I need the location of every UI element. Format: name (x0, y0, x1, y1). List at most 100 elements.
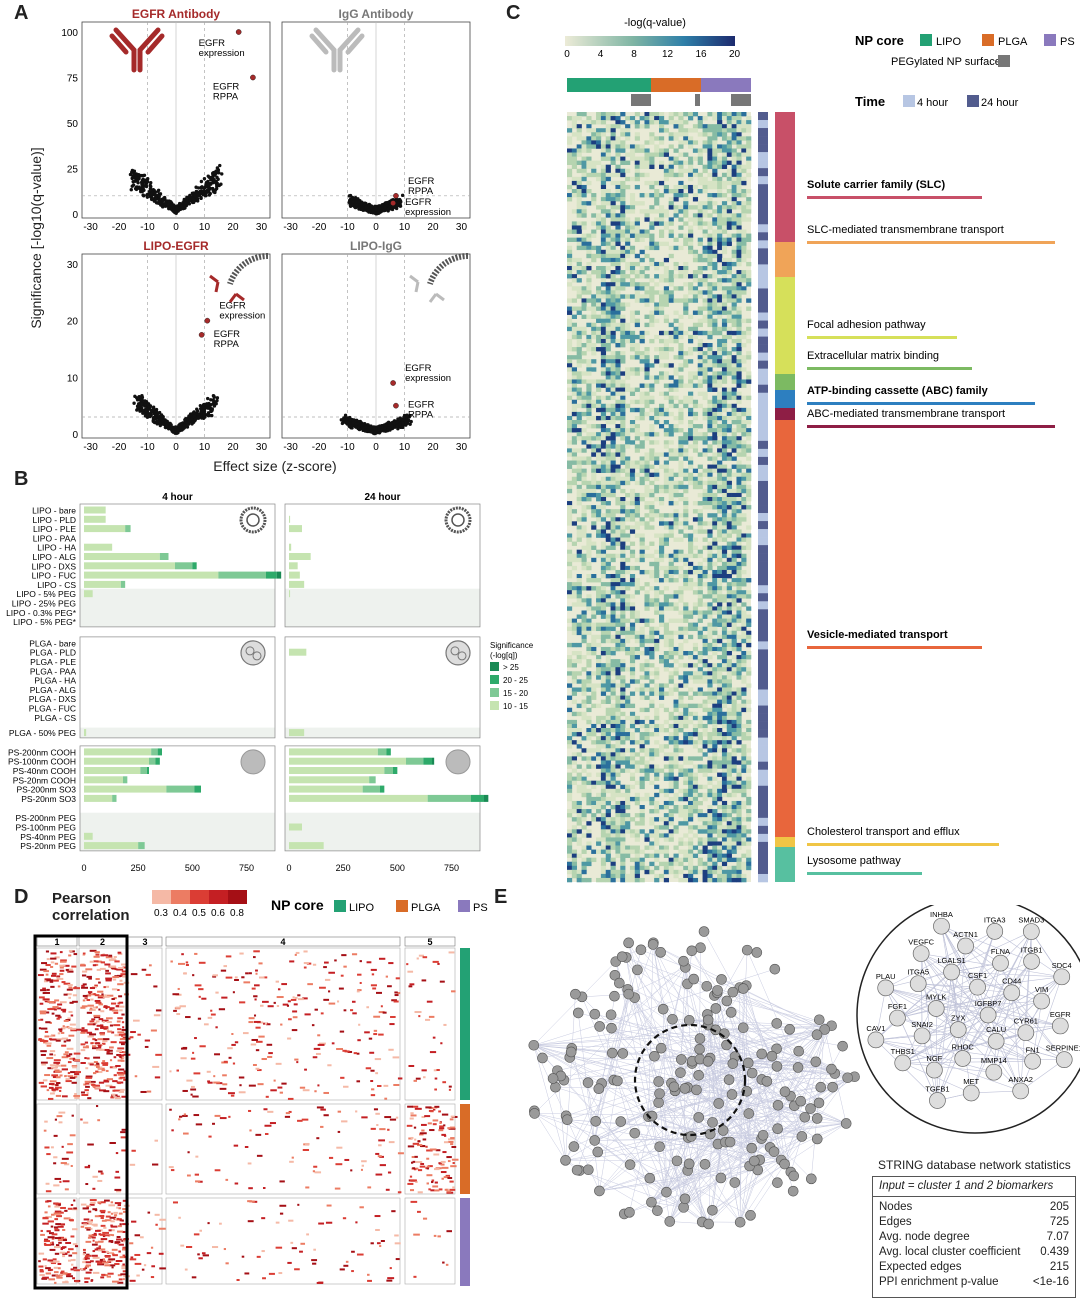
heat-cell (571, 326, 577, 332)
heat-cell (625, 176, 631, 182)
heat-cell (567, 561, 573, 567)
heat-cell (605, 209, 611, 214)
heat-cell (697, 371, 703, 376)
heat-cell (697, 383, 703, 388)
heat-cell (741, 533, 747, 538)
heat-cell (721, 371, 728, 376)
heat-cell (581, 201, 587, 206)
x-tick: -10 (140, 442, 155, 453)
peg-shade (80, 831, 275, 842)
heat-cell (717, 464, 723, 469)
heat-cell (673, 403, 679, 409)
heat-cell (586, 602, 592, 607)
heat-cell (605, 302, 611, 307)
data-point (202, 186, 206, 190)
heat-cell (591, 347, 597, 352)
heat-cell (639, 201, 645, 206)
heat-cell (746, 541, 752, 546)
data-point (149, 197, 154, 202)
heat-cell (731, 395, 737, 401)
heat-cell (683, 525, 689, 530)
heat-cell (736, 367, 742, 372)
heat-cell (697, 492, 703, 498)
bar-segment (289, 562, 298, 570)
heat-cell (596, 586, 602, 591)
heat-cell (712, 578, 718, 583)
heat-cell (571, 460, 577, 465)
heat-cell (576, 484, 582, 490)
heat-cell (600, 541, 607, 546)
heat-cell (620, 557, 626, 563)
heat-cell (712, 411, 718, 417)
heat-cell (673, 261, 679, 267)
heat-cell (567, 116, 573, 121)
heat-cell (717, 488, 723, 494)
heat-cell (702, 359, 708, 364)
heat-cell (736, 452, 742, 457)
heat-cell (567, 326, 573, 332)
heat-cell (600, 501, 607, 506)
heat-cell (581, 164, 587, 170)
data-point (177, 203, 181, 208)
heat-cell (707, 322, 713, 328)
data-point (149, 181, 153, 185)
heat-cell (600, 424, 607, 429)
heat-cell (688, 399, 694, 405)
heat-cell (620, 209, 626, 214)
heat-cell (629, 355, 636, 360)
heat-cell (629, 282, 636, 287)
heat-cell (736, 379, 742, 384)
heat-cell (736, 314, 742, 319)
heat-cell (707, 310, 713, 315)
heat-cell (717, 545, 723, 550)
heat-cell (702, 318, 708, 324)
heat-cell (629, 529, 636, 534)
heat-cell (678, 399, 684, 405)
heat-cell (605, 112, 611, 117)
heat-cell (644, 148, 650, 153)
heat-cell (625, 330, 631, 336)
heat-cell (576, 529, 582, 534)
heat-cell (600, 440, 607, 445)
heat-cell (605, 245, 611, 251)
heat-cell (591, 140, 597, 145)
heat-cell (576, 180, 582, 186)
heat-cell (702, 545, 708, 550)
heat-cell (678, 428, 684, 433)
heat-cell (654, 569, 660, 575)
heat-cell (712, 505, 718, 510)
heat-cell (615, 116, 621, 121)
heat-cell (668, 569, 674, 575)
heat-cell (678, 205, 684, 210)
heat-cell (600, 367, 607, 372)
heat-cell (586, 201, 592, 206)
heat-cell (731, 355, 737, 360)
heat-cell (688, 282, 694, 287)
heat-cell (649, 541, 655, 546)
heat-cell (600, 444, 607, 449)
heat-cell (712, 326, 718, 332)
heat-cell (688, 472, 694, 478)
heat-cell (610, 245, 616, 251)
heat-cell (659, 338, 665, 344)
heat-cell (707, 590, 713, 595)
heat-cell (721, 488, 728, 494)
heat-cell (702, 209, 708, 214)
heat-cell (567, 338, 573, 344)
row-label: PLGA - PLE (30, 657, 76, 667)
heat-cell (741, 501, 747, 506)
heat-cell (591, 557, 597, 563)
heat-cell (726, 513, 732, 518)
heat-cell (692, 553, 699, 559)
heat-cell (596, 116, 602, 121)
heat-cell (736, 253, 742, 259)
heat-cell (741, 480, 747, 486)
heat-cell (726, 529, 732, 534)
heat-cell (571, 383, 577, 388)
heat-cell (678, 521, 684, 526)
heat-cell (717, 529, 723, 534)
heat-cell (620, 436, 626, 441)
heat-cell (702, 594, 708, 599)
heat-cell (586, 407, 592, 413)
heat-cell (741, 274, 747, 279)
